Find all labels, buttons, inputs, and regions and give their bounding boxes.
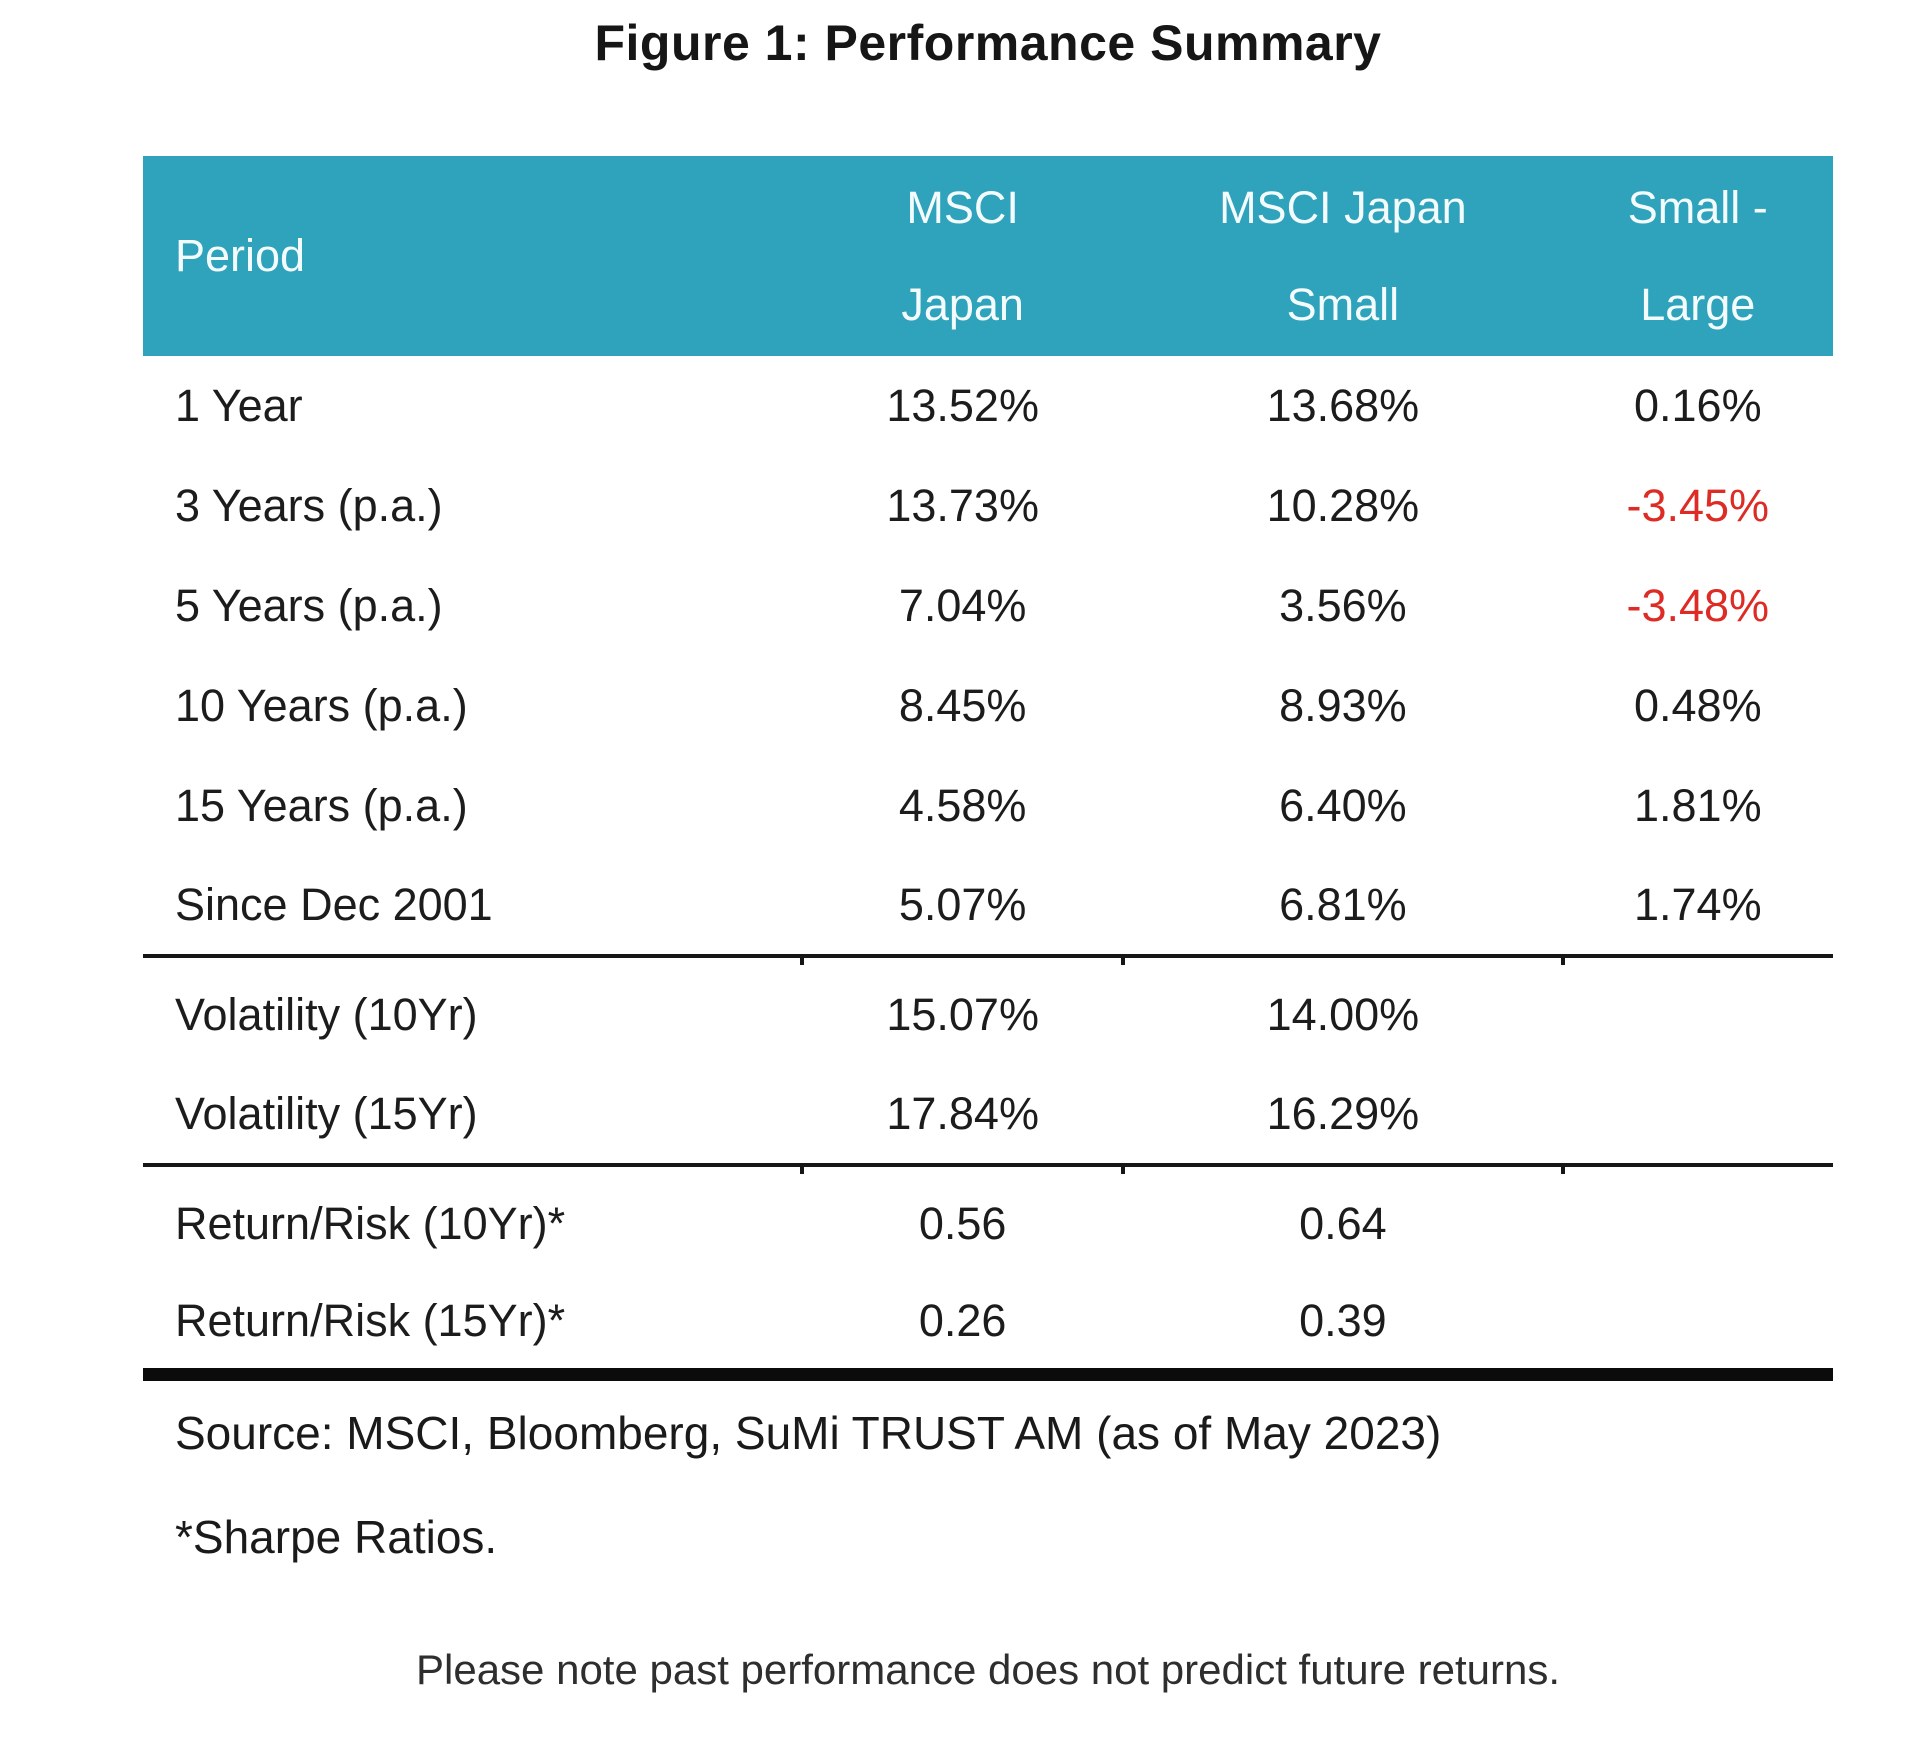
table-row: 10 Years (p.a.) 8.45% 8.93% 0.48% <box>143 656 1833 756</box>
section-divider-thin <box>143 954 1833 965</box>
table-row: Volatility (15Yr) 17.84% 16.29% <box>143 1065 1833 1165</box>
cell-msci-japan-small: 16.29% <box>1266 1088 1420 1139</box>
table-row: 1 Year 13.52% 13.68% 0.16% <box>143 356 1833 456</box>
table-body: 1 Year 13.52% 13.68% 0.16% 3 Years (p.a.) 13.… <box>143 356 1833 1387</box>
cell-msci-japan: 15.07% <box>886 989 1039 1040</box>
cell-msci-japan: 8.45% <box>898 680 1027 731</box>
cell-msci-japan: 0.56 <box>918 1198 1007 1249</box>
cell-msci-japan: 7.04% <box>898 580 1027 631</box>
table-row: 15 Years (p.a.) 4.58% 6.40% 1.81% <box>143 756 1833 856</box>
cell-small-minus-large: -3.48% <box>1626 580 1770 631</box>
source-block: Source: MSCI, Bloomberg, SuMi TRUST AM (… <box>175 1407 1920 1565</box>
header-msci-japan: MSCI Japan <box>802 156 1124 356</box>
header-small-minus-large: Small - Large <box>1562 156 1833 356</box>
header-msci-japan-small-line2: Small <box>1286 279 1400 330</box>
cell-period: 5 Years (p.a.) <box>175 580 443 631</box>
cell-msci-japan-small: 6.40% <box>1279 780 1407 831</box>
header-msci-japan-line2: Japan <box>901 279 1024 330</box>
figure-title: Figure 1: Performance Summary <box>594 15 1382 71</box>
header-small-minus-large-line2: Large <box>1640 279 1756 330</box>
cell-small-minus-large <box>1563 965 1833 1065</box>
table-row: Volatility (10Yr) 15.07% 14.00% <box>143 965 1833 1065</box>
cell-period: Volatility (10Yr) <box>175 989 478 1040</box>
cell-period: 10 Years (p.a.) <box>175 680 468 731</box>
cell-period: 15 Years (p.a.) <box>175 780 468 831</box>
cell-msci-japan-small: 8.93% <box>1279 680 1407 731</box>
cell-small-minus-large: 1.81% <box>1633 780 1762 831</box>
disclaimer-note: Please note past performance does not pr… <box>416 1646 1560 1694</box>
table-row: 3 Years (p.a.) 13.73% 10.28% -3.45% <box>143 456 1833 556</box>
sharpe-note: *Sharpe Ratios. <box>175 1511 498 1564</box>
section-divider-thin <box>143 1163 1833 1174</box>
cell-msci-japan: 13.52% <box>886 380 1039 431</box>
cell-period: Since Dec 2001 <box>175 879 493 930</box>
cell-msci-japan-small: 13.68% <box>1266 380 1420 431</box>
cell-small-minus-large <box>1563 1065 1833 1165</box>
cell-small-minus-large: 0.48% <box>1633 680 1762 731</box>
cell-small-minus-large <box>1563 1174 1833 1274</box>
cell-period: Volatility (15Yr) <box>175 1088 478 1139</box>
header-msci-japan-line1: MSCI <box>906 182 1019 233</box>
cell-msci-japan: 13.73% <box>886 480 1039 531</box>
cell-msci-japan-small: 14.00% <box>1266 989 1420 1040</box>
cell-msci-japan-small: 0.39 <box>1299 1294 1387 1346</box>
cell-msci-japan-small: 0.64 <box>1299 1198 1387 1249</box>
cell-small-minus-large: 1.74% <box>1633 879 1762 930</box>
table-row: 5 Years (p.a.) 7.04% 3.56% -3.48% <box>143 556 1833 656</box>
cell-msci-japan: 0.26 <box>918 1294 1007 1346</box>
header-small-minus-large-line1: Small - <box>1627 182 1768 233</box>
table-header: Period MSCI Japan MSCI Japan Small Small <box>143 156 1833 356</box>
cell-msci-japan: 4.58% <box>898 780 1027 831</box>
cell-msci-japan: 5.07% <box>898 879 1027 930</box>
source-note: Source: MSCI, Bloomberg, SuMi TRUST AM (… <box>175 1406 1442 1459</box>
cell-msci-japan-small: 10.28% <box>1266 480 1420 531</box>
cell-small-minus-large: 0.16% <box>1633 380 1762 431</box>
section-divider-thick <box>143 1367 1833 1387</box>
cell-small-minus-large: -3.45% <box>1626 480 1770 531</box>
header-msci-japan-small-line1: MSCI Japan <box>1219 182 1467 233</box>
header-period: Period <box>143 156 803 356</box>
cell-msci-japan-small: 6.81% <box>1279 879 1407 930</box>
table-row: Return/Risk (15Yr)* 0.26 0.39 <box>143 1274 1833 1374</box>
cell-period: 1 Year <box>175 380 303 431</box>
cell-period: Return/Risk (10Yr)* <box>175 1198 566 1249</box>
cell-msci-japan-small: 3.56% <box>1279 580 1407 631</box>
header-row: Period MSCI Japan MSCI Japan Small Small <box>143 156 1833 356</box>
performance-table: Period MSCI Japan MSCI Japan Small Small <box>143 156 1833 1387</box>
cell-period: Return/Risk (15Yr)* <box>175 1294 566 1346</box>
table-row: Since Dec 2001 5.07% 6.81% 1.74% <box>143 856 1833 956</box>
header-msci-japan-small: MSCI Japan Small <box>1123 156 1563 356</box>
cell-msci-japan: 17.84% <box>886 1088 1039 1139</box>
table-row: Return/Risk (10Yr)* 0.56 0.64 <box>143 1174 1833 1274</box>
cell-small-minus-large <box>1563 1274 1833 1374</box>
cell-period: 3 Years (p.a.) <box>175 480 443 531</box>
